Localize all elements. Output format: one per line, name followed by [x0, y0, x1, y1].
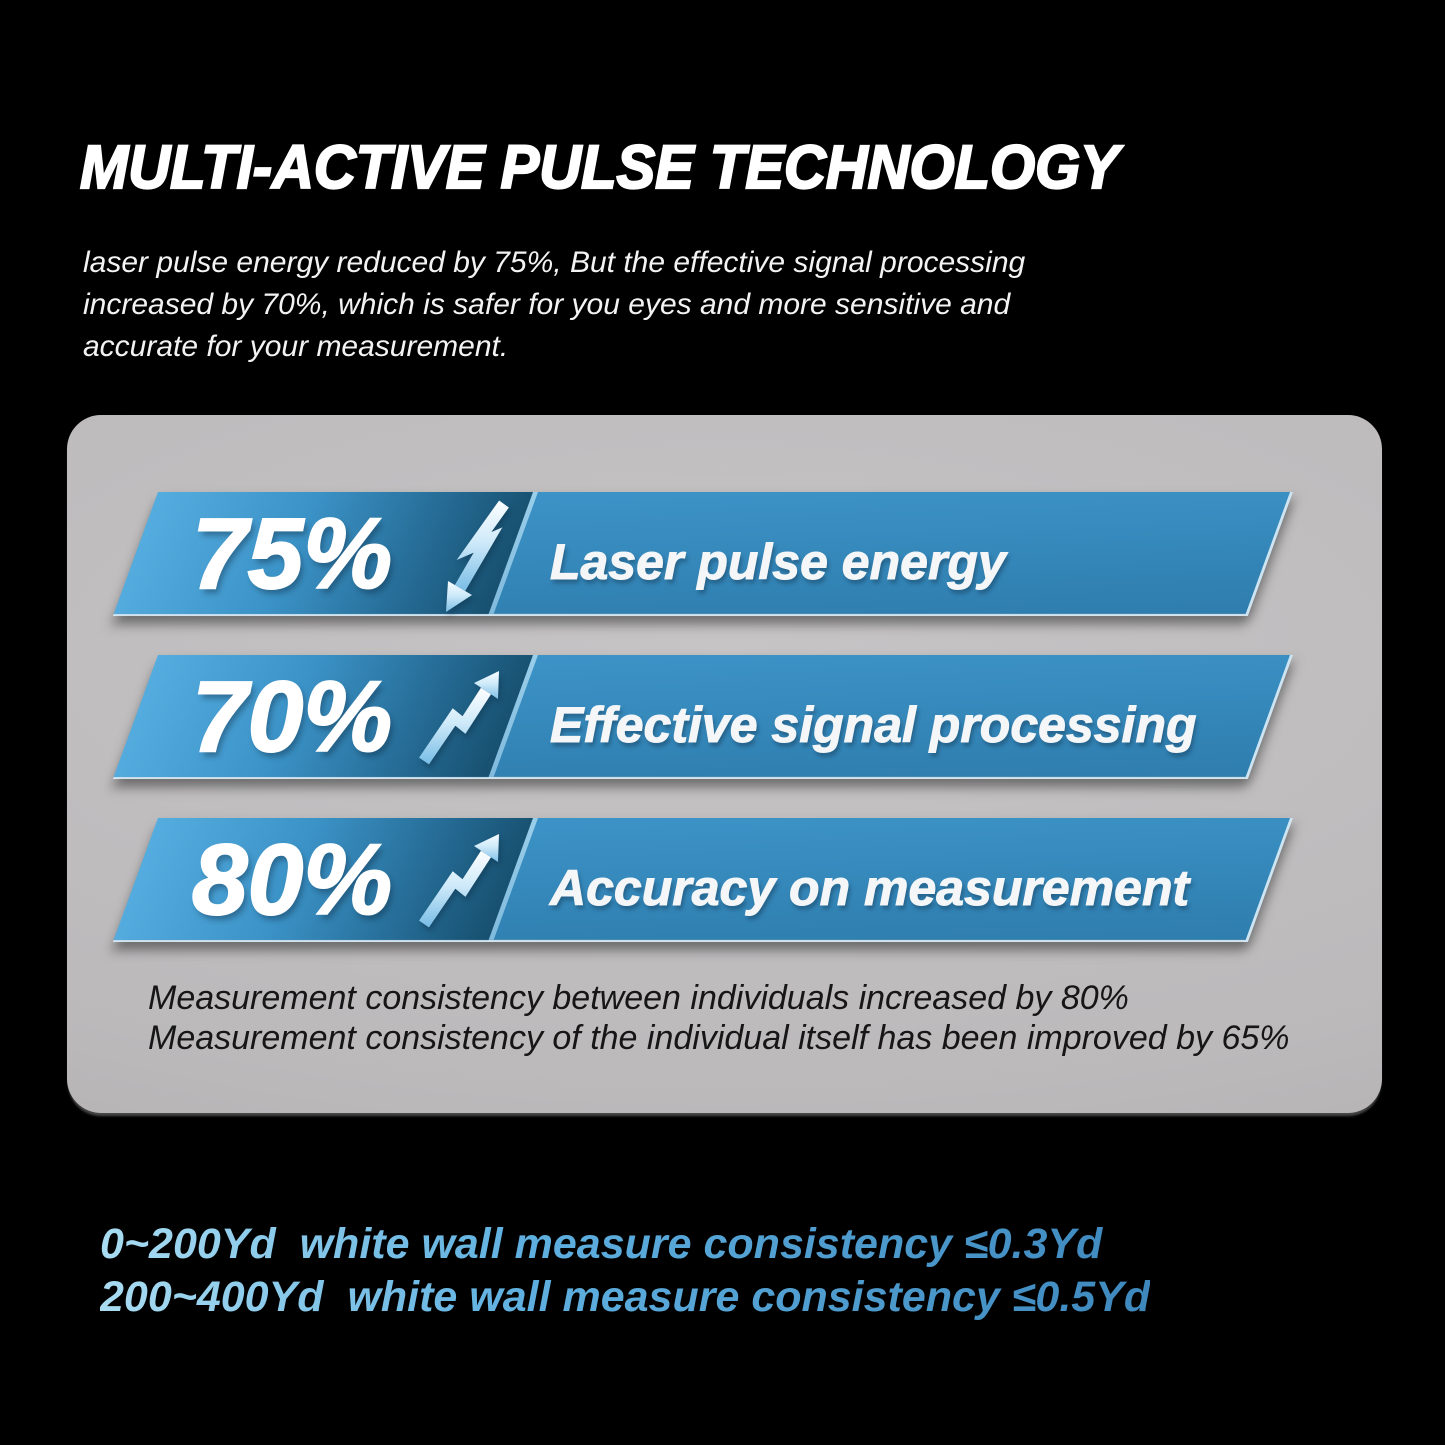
intro-paragraph: laser pulse energy reduced by 75%, But t…	[83, 242, 1025, 368]
trend-up-icon	[419, 834, 499, 928]
spec-line: 0~200Yd white wall measure consistency ≤…	[100, 1220, 1103, 1268]
trend-down-icon	[446, 500, 509, 612]
spec-line: 200~400Yd white wall measure consistency…	[100, 1273, 1151, 1321]
stat-label: Effective signal processing	[550, 697, 1198, 754]
stat-banner-effective-signal-processing: 70% Effective signal processing	[112, 655, 1294, 779]
note-line: Measurement consistency between individu…	[148, 979, 1129, 1017]
intro-line: accurate for your measurement.	[83, 330, 509, 363]
note-line: Measurement consistency of the individua…	[148, 1019, 1290, 1057]
stat-value: 75%	[191, 497, 393, 611]
stat-label: Accuracy on measurement	[550, 860, 1190, 917]
trend-up-icon	[419, 671, 499, 765]
stat-banner-accuracy-on-measurement: 80% Accuracy on measurement	[112, 818, 1294, 942]
stat-value: 80%	[191, 823, 393, 937]
page-title: MULTI-ACTIVE PULSE TECHNOLOGY	[79, 132, 1120, 202]
panel-notes: Measurement consistency between individu…	[148, 978, 1290, 1058]
intro-line: increased by 70%, which is safer for you…	[83, 288, 1011, 321]
stat-label: Laser pulse energy	[550, 534, 1007, 591]
stats-panel: 75% Laser pulse energy 70%	[67, 415, 1382, 1113]
stat-banner-laser-pulse-energy: 75% Laser pulse energy	[112, 492, 1294, 616]
stat-value: 70%	[191, 660, 393, 774]
intro-line: laser pulse energy reduced by 75%, But t…	[83, 246, 1026, 279]
consistency-specs: 0~200Yd white wall measure consistency ≤…	[100, 1218, 1150, 1324]
